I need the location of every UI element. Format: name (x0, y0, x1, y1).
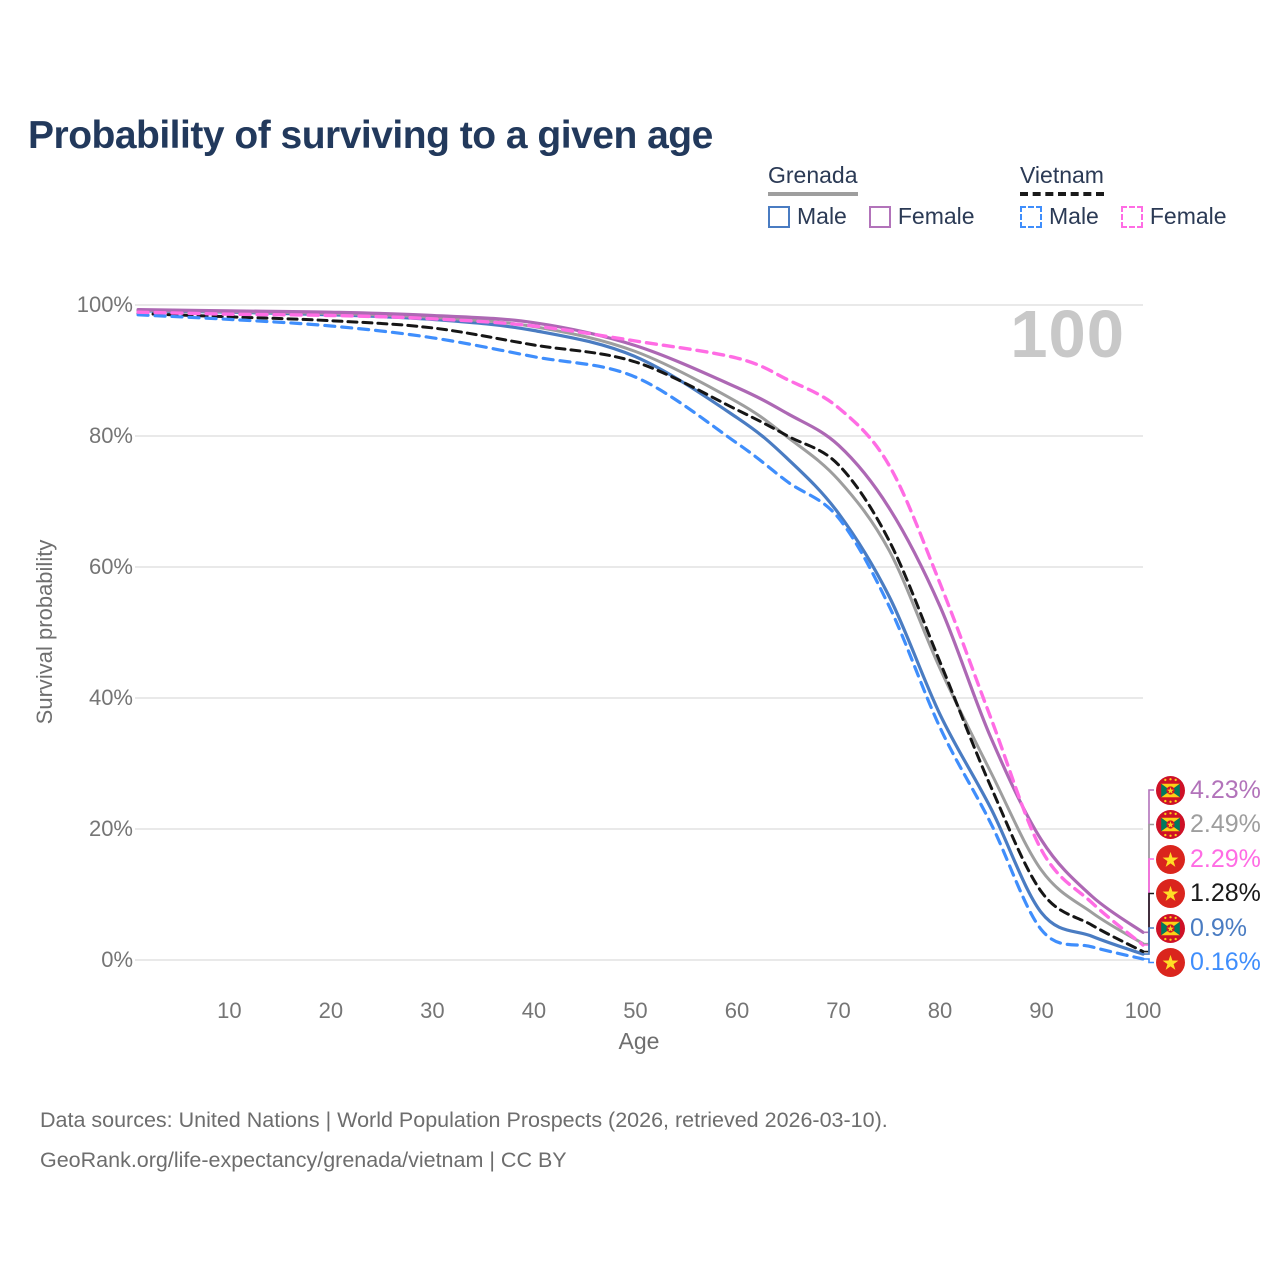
vietnam-flag-icon (1156, 948, 1185, 977)
y-tick-label: 40% (88, 685, 133, 710)
x-tick-label: 20 (318, 998, 344, 1023)
vietnam-flag-icon (1156, 879, 1185, 908)
legend-item-grenada-male[interactable]: Male (768, 203, 847, 230)
end-label-connector (1143, 927, 1154, 955)
y-axis-title: Survival probability (32, 539, 57, 725)
legend-group-vietnam: Vietnam Male Female (1020, 162, 1249, 230)
y-tick-label: 80% (88, 423, 133, 448)
end-label-value: 4.23% (1190, 775, 1261, 804)
survival-curve-chart (135, 304, 1154, 964)
x-tick-label: 70 (826, 998, 851, 1023)
end-label-grenada-both-sexes: 2.49% (1156, 809, 1261, 841)
legend-item-vietnam-female[interactable]: Female (1120, 203, 1227, 230)
end-label-grenada-male: 0.9% (1156, 912, 1247, 944)
x-tick-label: 50 (623, 998, 648, 1023)
legend-item-grenada-female[interactable]: Female (868, 203, 975, 230)
x-tick-label: 10 (217, 998, 242, 1023)
vietnam-flag-icon (1156, 844, 1185, 874)
grenada-flag-icon (1156, 775, 1185, 805)
curve-grenada-male (136, 309, 1145, 956)
line-style-swatch-icon (1020, 205, 1042, 228)
y-tick-label: 0% (101, 947, 133, 972)
x-tick-label: 80 (927, 998, 953, 1023)
x-tick-label: 40 (521, 998, 547, 1023)
grenada-flag-icon (1156, 810, 1185, 839)
legend-item-label: Female (1149, 203, 1227, 229)
end-label-value: 1.28% (1190, 879, 1261, 907)
x-tick-label: 60 (724, 998, 750, 1023)
end-label-connector (1143, 958, 1154, 964)
end-label-value: 2.49% (1190, 810, 1261, 838)
legend-group-grenada: Grenada Male Female (768, 162, 997, 230)
curve-grenada-both-sexes (136, 308, 1145, 946)
x-tick-label: 90 (1029, 998, 1054, 1023)
end-label-value: 0.9% (1190, 913, 1247, 942)
legend-item-label: Male (1049, 203, 1099, 229)
line-style-swatch-icon (1120, 205, 1143, 228)
data-sources-note: Data sources: United Nations | World Pop… (40, 1108, 888, 1132)
curve-vietnam-female (136, 310, 1145, 947)
y-tick-label: 20% (88, 816, 133, 841)
line-style-swatch-icon (868, 205, 891, 228)
end-label-vietnam-male: 0.16% (1156, 947, 1261, 979)
end-label-grenada-female: 4.23% (1156, 774, 1261, 806)
line-style-swatch-icon (768, 205, 790, 228)
legend-item-vietnam-male[interactable]: Male (1020, 203, 1099, 230)
max-age-watermark: 100 (1010, 297, 1125, 372)
grenada-flag-icon (1156, 913, 1185, 943)
attribution-note: GeoRank.org/life-expectancy/grenada/viet… (40, 1148, 567, 1172)
page-title: Probability of surviving to a given age (28, 114, 713, 158)
end-label-connector (1143, 892, 1154, 953)
x-tick-label: 100 (1124, 998, 1162, 1023)
x-axis-title: Age (618, 1028, 660, 1054)
curve-vietnam-male (136, 313, 1145, 961)
curve-grenada-female (136, 308, 1145, 934)
legend-country-vietnam: Vietnam (1020, 162, 1104, 196)
end-label-vietnam-both-sexes: 1.28% (1156, 878, 1261, 910)
legend-item-label: Female (897, 203, 975, 229)
x-tick-label: 30 (420, 998, 445, 1023)
legend-country-grenada: Grenada (768, 162, 858, 196)
end-label-value: 2.29% (1190, 844, 1261, 873)
y-tick-label: 100% (76, 292, 133, 317)
y-tick-label: 60% (88, 554, 133, 579)
legend-item-label: Male (797, 203, 847, 229)
curve-vietnam-both-sexes (136, 312, 1145, 954)
end-label-vietnam-female: 2.29% (1156, 843, 1261, 875)
end-label-value: 0.16% (1190, 948, 1261, 976)
